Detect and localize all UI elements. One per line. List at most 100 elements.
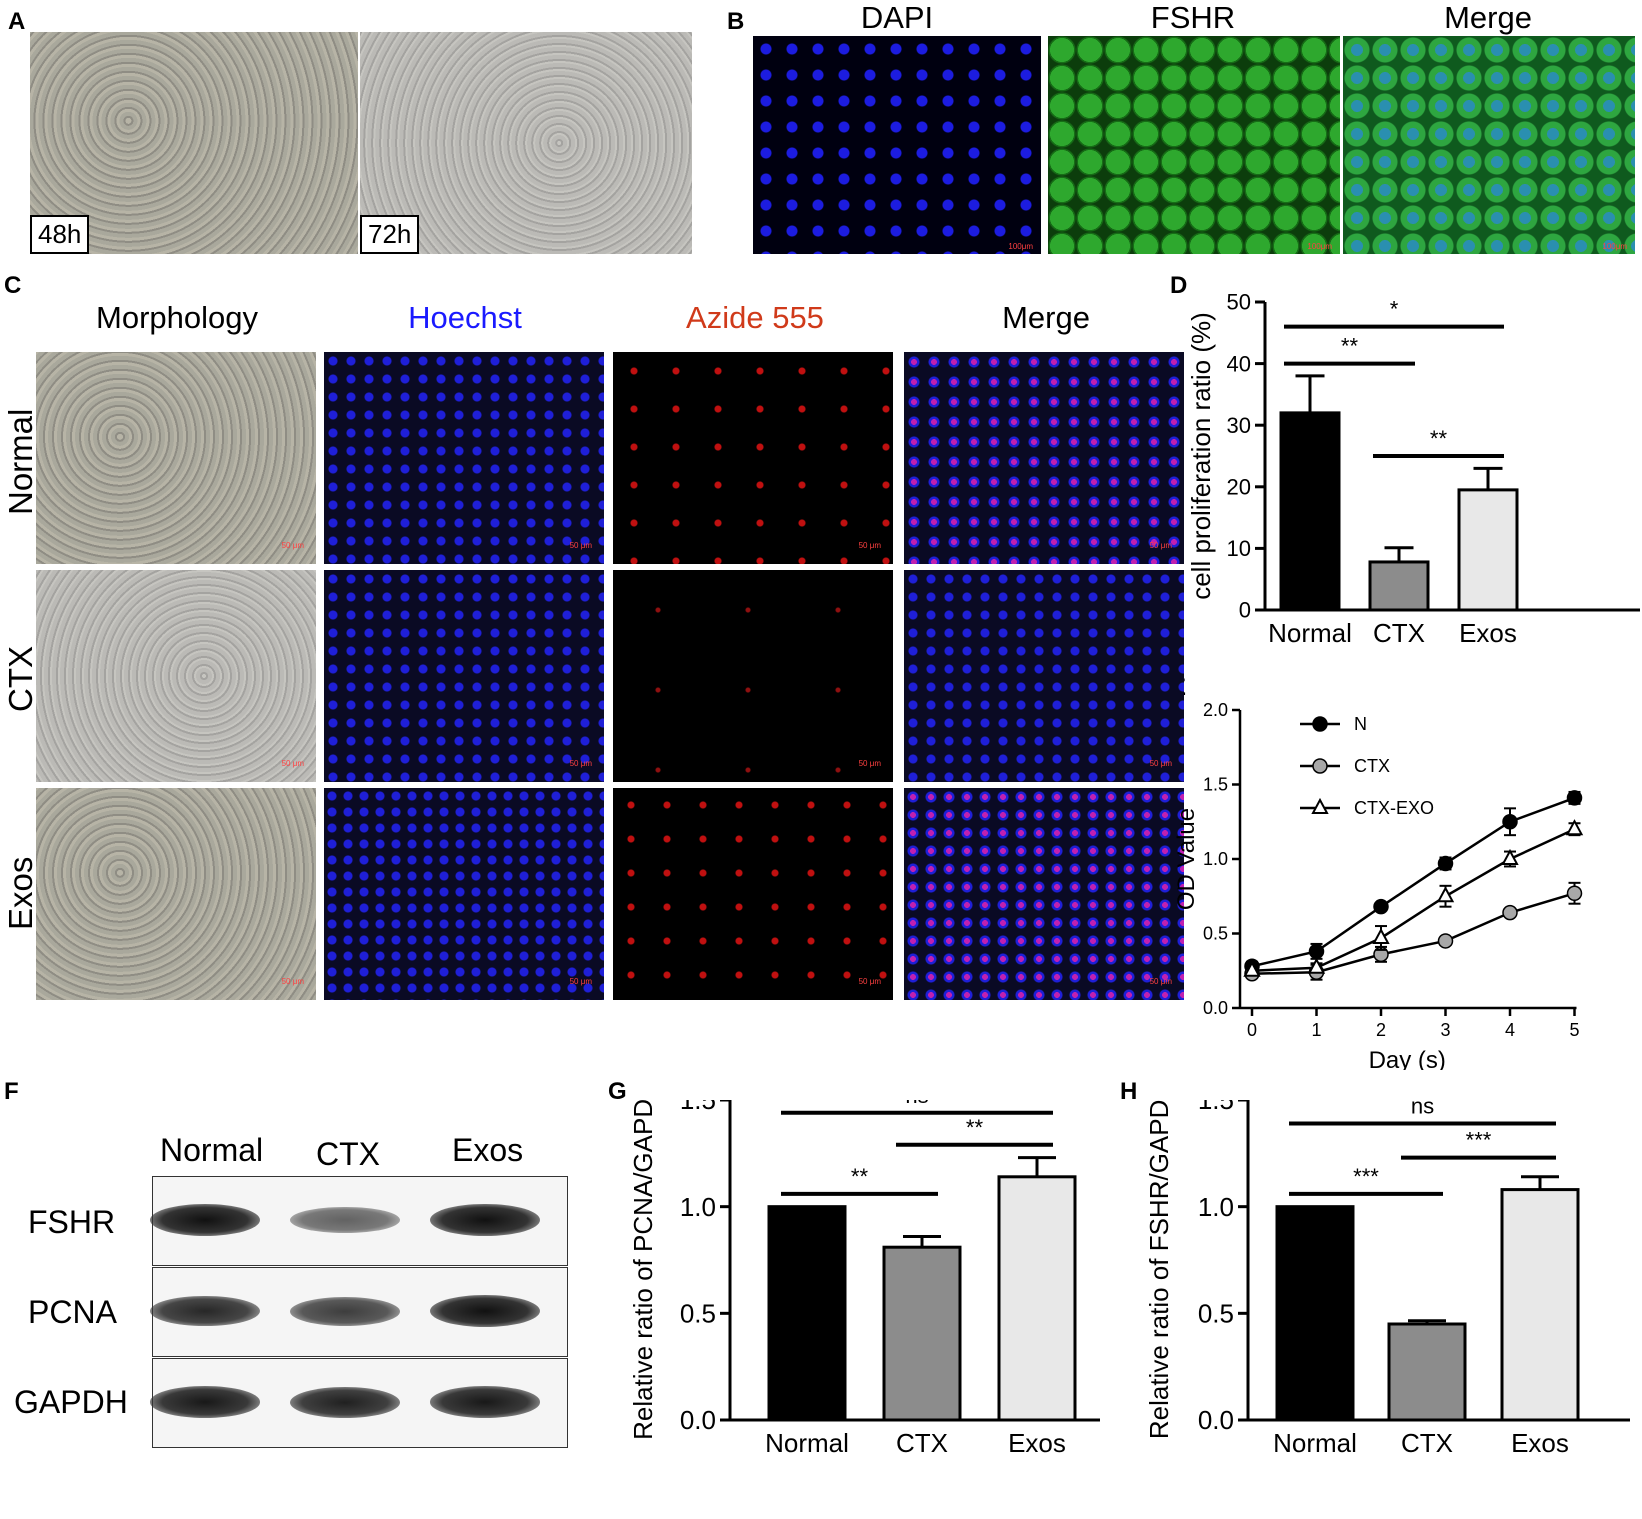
y-tick-label: 10 [1227, 536, 1251, 561]
panel-c-col-merge: Merge [1002, 300, 1090, 335]
bar-ctx [882, 1245, 962, 1422]
point-n [1308, 943, 1325, 960]
panel-c-col-azide: Azide 555 [686, 300, 824, 335]
y-tick-label: 1.5 [1198, 1100, 1234, 1115]
panel-b-title-fshr: FSHR [1150, 0, 1236, 35]
lane-label-normal: Normal [160, 1132, 264, 1168]
y-axis-label: Relative ratio of FSHR/GAPDH [1144, 1100, 1174, 1439]
x-axis-label: Day (s) [1369, 1047, 1446, 1070]
band-fshr-ctx [290, 1206, 400, 1234]
bar-normal [767, 1205, 847, 1422]
significance-label: ** [1341, 334, 1359, 359]
bar-exos [1457, 488, 1519, 612]
y-tick-label: 0.0 [1203, 998, 1228, 1018]
band-pcna-normal [150, 1295, 260, 1327]
micrograph-exos-hoechst: 50 μm [324, 788, 604, 1000]
protein-label-gapdh: GAPDH [14, 1384, 128, 1420]
panel-letter-c: C [4, 272, 22, 299]
panel-letter-f: F [4, 1078, 19, 1105]
y-tick-label: 0.0 [1198, 1405, 1234, 1435]
panel-c-col-morphology: Morphology [96, 300, 258, 335]
x-tick-label: Exos [1511, 1428, 1569, 1458]
x-tick-label: Exos [1459, 618, 1517, 648]
lane-label-exos: Exos [452, 1132, 524, 1168]
micrograph-ctx-morphology: 50 μm [36, 570, 316, 782]
micrograph-exos-morphology: 50 μm [36, 788, 316, 1000]
band-pcna-exos [430, 1295, 540, 1327]
x-tick-label: Normal [765, 1428, 849, 1458]
panel-c-row-ctx: CTX [2, 646, 39, 712]
micrograph-ctx-azide: 50 μm [613, 570, 893, 782]
micrograph-normal-hoechst: 50 μm [324, 352, 604, 564]
bar-ctx [1368, 560, 1430, 612]
scale-bar-label: 50 μm [858, 759, 881, 768]
label-72h: 72h [360, 215, 420, 254]
band-fshr-exos [430, 1203, 540, 1237]
scale-bar-label: 50 μm [1149, 759, 1172, 768]
chart-d-cell-proliferation: 0 10 20 30 40 50 cell proliferation ratio (%) N… [1186, 290, 1640, 648]
y-tick-label: 0.5 [1203, 924, 1228, 944]
micrograph-ctx-hoechst: 50 μm [324, 570, 604, 782]
bar-normal [1279, 411, 1341, 612]
y-tick-label: 0.5 [680, 1298, 716, 1328]
y-tick-label: 1.0 [1203, 849, 1228, 869]
x-tick-label: 5 [1569, 1020, 1579, 1040]
y-tick-label: 40 [1227, 351, 1251, 376]
lane-label-ctx: CTX [316, 1136, 380, 1172]
protein-label-pcna: PCNA [28, 1294, 117, 1330]
panel-b-title-merge: Merge [1444, 0, 1532, 35]
legend-label-n: N [1354, 714, 1367, 734]
y-tick-label: 20 [1227, 475, 1251, 500]
scale-bar-label: 100μm [1307, 242, 1332, 251]
y-tick-label: 2.0 [1203, 700, 1228, 720]
x-tick-label: Normal [1273, 1428, 1357, 1458]
legend-label-ctx-exo: CTX-EXO [1354, 798, 1434, 818]
y-tick-label: 1.0 [1198, 1192, 1234, 1222]
scale-bar-label: 100μm [1602, 242, 1627, 251]
x-tick-label: 0 [1247, 1020, 1257, 1040]
band-pcna-ctx [290, 1296, 400, 1326]
panel-b-title-dapi: DAPI [860, 0, 934, 35]
point-ctx-exo [1436, 886, 1455, 903]
x-tick-label: CTX [1373, 618, 1425, 648]
panel-letter-b: B [727, 8, 745, 35]
point-ctx-exo [1243, 960, 1261, 977]
x-tick-label: 2 [1376, 1020, 1386, 1040]
x-tick-label: 1 [1311, 1020, 1321, 1040]
scale-bar-label: 50 μm [569, 759, 592, 768]
point-ctx-exo [1307, 957, 1326, 974]
y-axis-label: OD Value [1173, 808, 1200, 910]
scale-bar-label: 50 μm [569, 541, 592, 550]
point-ctx [1502, 904, 1518, 921]
panel-letter-g: G [608, 1078, 627, 1105]
y-axis-label: Relative ratio of PCNA/GAPDH [628, 1100, 658, 1440]
micrograph-72h: 72h [360, 32, 692, 254]
significance-label: ** [1430, 426, 1448, 451]
merge-image: 100μm [1343, 36, 1635, 254]
significance-label: ns [905, 1100, 928, 1108]
point-ctx [1437, 933, 1454, 949]
scale-bar-label: 50 μm [858, 541, 881, 550]
significance-label: *** [1353, 1164, 1379, 1189]
panel-c-row-exos: Exos [2, 856, 39, 930]
bar-exos [1500, 1188, 1580, 1422]
scale-bar-label: 100μm [1008, 242, 1033, 251]
point-n [1373, 898, 1389, 915]
micrograph-ctx-merge: 50 μm [904, 570, 1184, 782]
x-tick-label: 4 [1505, 1020, 1515, 1040]
point-ctx-exo [1372, 927, 1390, 944]
panel-c-row-normal: Normal [2, 408, 39, 515]
x-tick-label: CTX [896, 1428, 948, 1458]
point-ctx-exo [1501, 848, 1519, 865]
protein-label-fshr: FSHR [28, 1204, 116, 1240]
dapi-image: 100μm [753, 36, 1041, 254]
scale-bar-label: 50 μm [1149, 977, 1172, 986]
point-n [1437, 855, 1454, 872]
x-tick-label: Exos [1008, 1428, 1066, 1458]
bar-exos [997, 1175, 1077, 1422]
scale-bar-label: 50 μm [1149, 541, 1172, 550]
point-n [1502, 814, 1518, 830]
x-tick-label: Normal [1268, 618, 1352, 648]
legend-marker [1312, 716, 1328, 732]
point-n [1566, 790, 1583, 806]
